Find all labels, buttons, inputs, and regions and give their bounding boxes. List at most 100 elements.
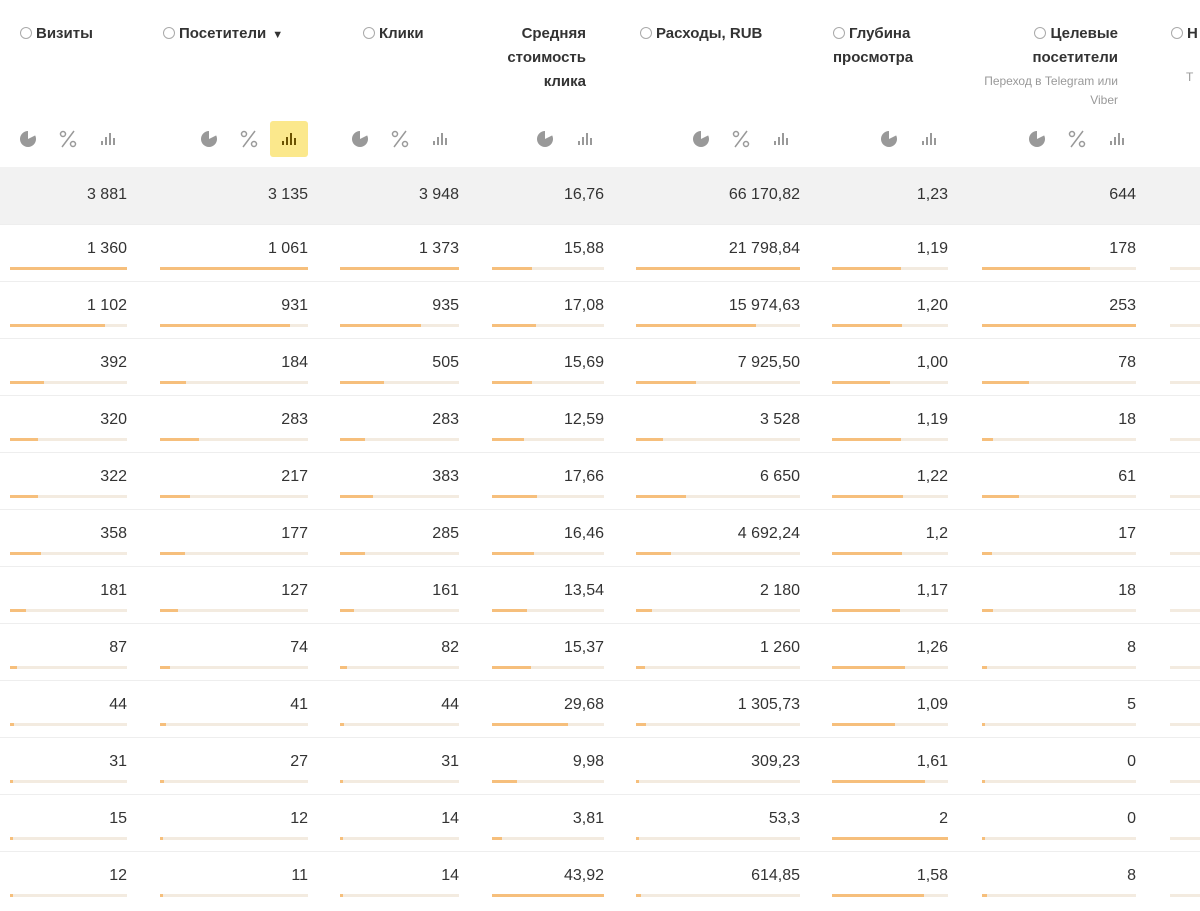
share-track	[10, 495, 127, 498]
share-bar	[636, 780, 639, 783]
cell: 44	[109, 696, 127, 713]
share-bar	[340, 723, 344, 726]
share-bar	[10, 267, 127, 270]
share-bar	[10, 381, 44, 384]
share-bar	[636, 495, 687, 498]
cell: 87	[109, 639, 127, 656]
cell: 18	[1118, 411, 1136, 428]
cell: 320	[100, 411, 127, 428]
share-track	[1170, 267, 1200, 270]
bar-toggle[interactable]	[270, 121, 308, 157]
share-track	[10, 381, 127, 384]
share-bar	[10, 552, 41, 555]
help-icon	[1034, 27, 1047, 39]
share-track	[492, 666, 604, 669]
share-track	[1170, 495, 1200, 498]
share-bar	[982, 609, 993, 612]
bar-toggle[interactable]	[421, 121, 459, 157]
share-bar	[832, 894, 924, 897]
cell: 505	[432, 354, 459, 371]
cell: 44	[441, 696, 459, 713]
pct-toggle[interactable]	[230, 121, 268, 157]
cell: 935	[432, 297, 459, 314]
pie-toggle[interactable]	[1018, 121, 1056, 157]
cell: 7 925,50	[737, 354, 800, 371]
bar-toggle[interactable]	[762, 121, 800, 157]
row-divider	[0, 680, 1200, 681]
cell: 61	[1118, 468, 1136, 485]
column-title: Глубина просмотра	[833, 25, 914, 66]
share-bar	[982, 894, 987, 897]
cell: 15 974,63	[728, 297, 800, 314]
cell: 82	[441, 639, 459, 656]
pct-toggle[interactable]	[381, 121, 419, 157]
sort-arrow[interactable]: ▼	[272, 29, 284, 41]
share-bar	[982, 381, 1030, 384]
share-bar	[982, 324, 1136, 327]
pct-toggle[interactable]	[722, 121, 760, 157]
share-track	[982, 438, 1136, 441]
pie-toggle[interactable]	[190, 121, 228, 157]
column-subtitle: Т	[1186, 70, 1194, 84]
total-row-bg	[0, 167, 1200, 224]
bar-toggle[interactable]	[89, 121, 127, 157]
cell: 1 373	[418, 240, 459, 257]
pie-toggle[interactable]	[341, 121, 379, 157]
share-bar	[832, 381, 890, 384]
share-bar	[10, 609, 26, 612]
share-track	[636, 552, 800, 555]
cell: 283	[432, 411, 459, 428]
pie-toggle[interactable]	[526, 121, 564, 157]
cell: 1,00	[916, 354, 948, 371]
share-bar	[636, 666, 646, 669]
share-bar	[160, 894, 163, 897]
pct-toggle[interactable]	[49, 121, 87, 157]
cell: 29,68	[563, 696, 604, 713]
cell: 15,88	[563, 240, 604, 257]
pie-toggle[interactable]	[870, 121, 908, 157]
column-header: Н	[1171, 22, 1200, 46]
share-bar	[832, 267, 902, 270]
share-track	[10, 894, 127, 897]
share-track	[10, 552, 127, 555]
share-track	[340, 780, 459, 783]
cell: 16,46	[563, 525, 604, 542]
share-track	[1170, 381, 1200, 384]
share-bar	[10, 438, 38, 441]
help-icon	[363, 27, 375, 39]
share-track	[636, 894, 800, 897]
help-icon	[640, 27, 652, 39]
share-bar	[10, 723, 14, 726]
share-bar	[160, 552, 185, 555]
cell: 1,58	[916, 867, 948, 884]
share-track	[160, 609, 308, 612]
cell: 1 305,73	[737, 696, 800, 713]
pie-toggle[interactable]	[9, 121, 47, 157]
cell: 0	[1127, 753, 1136, 770]
column-header: Клики	[363, 22, 463, 46]
cell: 21 798,84	[728, 240, 800, 257]
bar-toggle[interactable]	[1098, 121, 1136, 157]
share-track	[636, 495, 800, 498]
cell: 74	[290, 639, 308, 656]
bar-toggle[interactable]	[566, 121, 604, 157]
share-track	[160, 666, 308, 669]
cell: 358	[100, 525, 127, 542]
bar-toggle[interactable]	[910, 121, 948, 157]
share-track	[982, 609, 1136, 612]
cell: 1,22	[916, 468, 948, 485]
cell: 17	[1118, 525, 1136, 542]
column-header: Глубина просмотра	[833, 22, 943, 70]
share-track	[160, 495, 308, 498]
cell: 11	[291, 867, 308, 884]
share-bar	[160, 324, 290, 327]
share-bar	[832, 438, 902, 441]
share-bar	[340, 894, 343, 897]
pie-toggle[interactable]	[682, 121, 720, 157]
cell: 1,26	[916, 639, 948, 656]
share-bar	[832, 837, 948, 840]
cell: 184	[281, 354, 308, 371]
cell: 1,19	[916, 411, 948, 428]
pct-toggle[interactable]	[1058, 121, 1096, 157]
total-cell: 3 948	[418, 186, 459, 203]
